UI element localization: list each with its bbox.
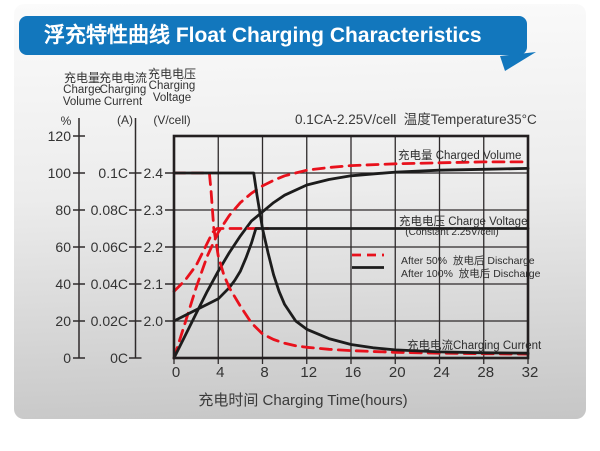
current-tick-label: 0C (110, 350, 128, 366)
axis-header-en: Charge (63, 84, 101, 96)
series-after-50-volume (172, 160, 530, 360)
axis-header-en: Charging (99, 84, 147, 96)
axis-unit-ampere: (A) (117, 113, 133, 127)
axis-header-en: Current (103, 95, 143, 108)
axis-header-zh: 充电量 (63, 71, 100, 85)
volume-tick-label: 120 (48, 128, 72, 144)
series-after-100-voltage (172, 227, 530, 323)
axis-header-charge-volume: 充电量 Charge Volume (50, 72, 114, 108)
series-after-50-voltage (172, 227, 270, 293)
axis-header-zh: 充电电压 (147, 67, 196, 81)
current-tick-label: 0.02C (91, 313, 128, 329)
charged-volume-label: 充电量 Charged Volume (398, 150, 522, 162)
legend-item-after-100-label: After 100% 放电后 Discharge (401, 267, 541, 280)
x-axis-title: 充电时间 Charging Time(hours) (198, 392, 408, 409)
axis-header-charging-voltage: 充电电压 Charging Voltage (140, 68, 204, 104)
current-tick-label: 0.1C (98, 165, 128, 181)
voltage-tick-label: 2.2 (144, 239, 164, 255)
voltage-tick-label: 2.3 (144, 202, 164, 218)
axis-header-charging-current: 充电电流 Charging Current (91, 72, 155, 108)
x-tick-label: 20 (389, 364, 406, 381)
charging-current-label: 充电电流Charging Current (407, 340, 542, 352)
series-after-100-volume (172, 167, 530, 360)
volume-tick-label: 100 (48, 165, 72, 181)
current-tick-label: 0.04C (91, 276, 128, 292)
axis-header-en: Voltage (152, 91, 192, 104)
axis-unit-percent: % (60, 114, 72, 128)
x-tick-label: 12 (300, 364, 317, 381)
axis-header-en: Volume (62, 95, 102, 108)
banner-tail (500, 52, 536, 71)
current-tick-label: 0.06C (91, 239, 128, 255)
volume-tick-label: 60 (55, 239, 71, 255)
chart-panel: 浮充特性曲线 Float Charging Characteristics 0.… (14, 4, 586, 419)
voltage-tick-label: 2.1 (144, 276, 164, 292)
axis-header-en: Charging (148, 80, 196, 92)
volume-tick-label: 0 (63, 350, 71, 366)
series-after-100-current (172, 171, 530, 355)
x-tick-label: 0 (172, 364, 180, 381)
plot-border (172, 134, 530, 360)
current-tick-label: 0.08C (91, 202, 128, 218)
condition-note: 0.1CA-2.25V/cell 温度Temperature35°C (295, 112, 537, 127)
x-tick-label: 8 (260, 364, 268, 381)
charge-voltage-label: 充电电压 Charge Voltage (399, 216, 528, 228)
x-tick-label: 32 (522, 364, 539, 381)
x-tick-label: 28 (477, 364, 494, 381)
axis-header-zh: 充电电流 (98, 71, 147, 85)
title-banner: 浮充特性曲线 Float Charging Characteristics (19, 16, 527, 55)
voltage-tick-label: 2.4 (144, 165, 164, 181)
x-tick-label: 24 (433, 364, 450, 381)
x-tick-label: 4 (216, 364, 224, 381)
voltage-tick-label: 2.0 (144, 313, 164, 329)
charge-voltage-sub-label: (Constant 2.25V/cell) (405, 227, 499, 238)
volume-tick-label: 20 (55, 313, 71, 329)
page-title: 浮充特性曲线 Float Charging Characteristics (44, 24, 482, 47)
volume-tick-label: 80 (55, 202, 71, 218)
x-tick-label: 16 (345, 364, 362, 381)
axis-unit-vcell: (V/cell) (153, 113, 191, 127)
legend-item-after-50-label: After 50% 放电后 Discharge (401, 255, 535, 267)
volume-tick-label: 40 (55, 276, 71, 292)
series-after-50-current (172, 171, 530, 356)
